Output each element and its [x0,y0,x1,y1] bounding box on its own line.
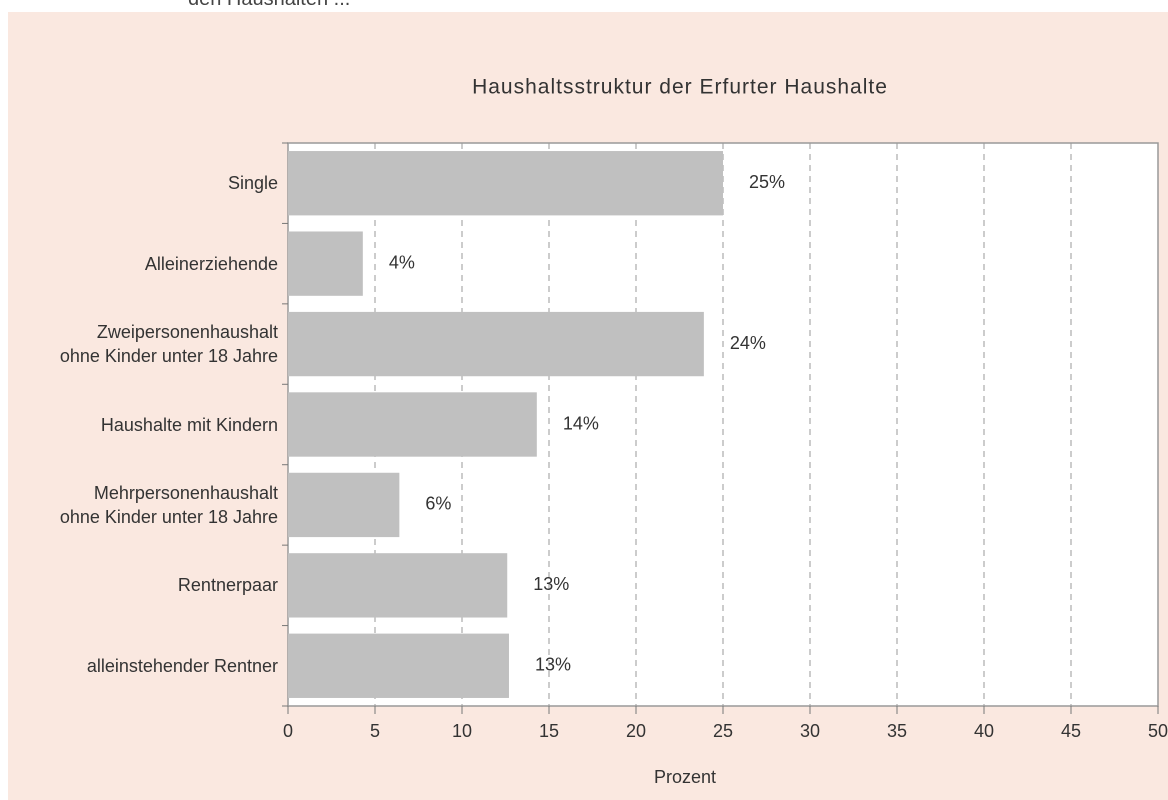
x-tick-label: 30 [800,721,820,741]
bar [288,231,363,296]
intro-text: den Haushalten ... [188,0,350,11]
value-label: 25% [749,172,785,192]
x-tick-label: 0 [283,721,293,741]
x-tick-label: 10 [452,721,472,741]
x-tick-label: 20 [626,721,646,741]
x-axis-label: Prozent [654,767,716,787]
y-tick-label: Haushalte mit Kindern [100,414,278,435]
bar [288,392,537,457]
bar [288,472,400,538]
x-tick-label: 25 [713,721,733,741]
x-tick-label: 50 [1148,721,1168,741]
x-tick-label: 15 [539,721,559,741]
x-tick-label: 5 [370,721,380,741]
value-label: 6% [425,494,451,514]
value-label: 24% [730,333,766,353]
y-tick-label: Rentnerpaar [177,575,278,596]
y-tick-label: Alleinerziehende [144,253,278,274]
y-tick-label: Zweipersonenhaushalt ohne Kinder unter 1… [59,322,278,367]
y-tick-label: alleinstehender Rentner [86,655,278,676]
bar [288,151,723,216]
bar [288,311,704,377]
value-label: 14% [563,413,599,433]
y-tick-label: Mehrpersonenhaushalt ohne Kinder unter 1… [59,482,278,527]
x-tick-label: 35 [887,721,907,741]
x-tick-label: 45 [1061,721,1081,741]
y-tick-label: Single [227,173,278,194]
value-label: 4% [389,252,415,272]
x-tick-label: 40 [974,721,994,741]
bar [288,553,508,618]
value-label: 13% [535,655,571,675]
bar [288,633,509,698]
value-label: 13% [533,574,569,594]
chart-title: Haushaltsstruktur der Erfurter Haushalte [472,76,888,99]
